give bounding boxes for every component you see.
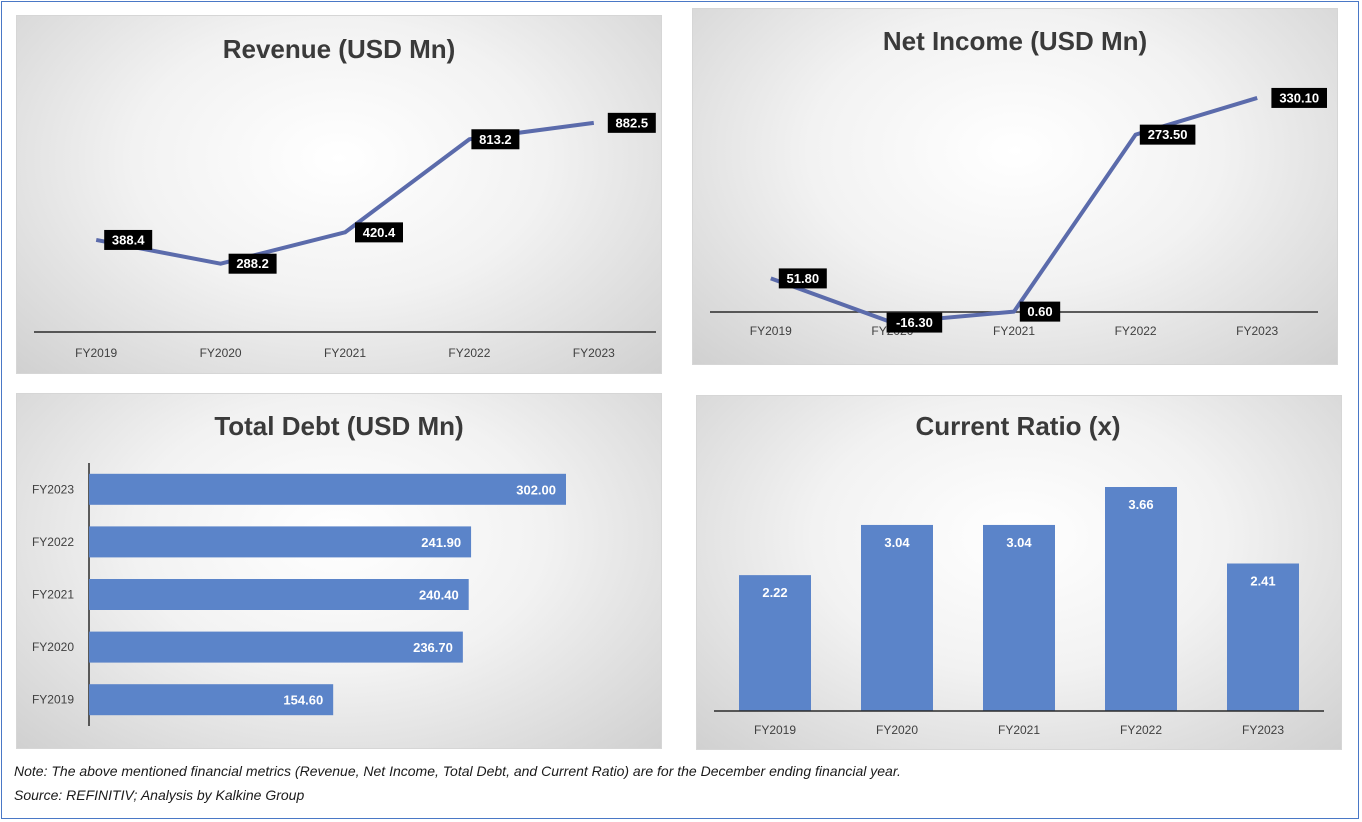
data-label-bg <box>104 229 153 250</box>
chart-title: Revenue (USD Mn) <box>223 34 456 64</box>
current-ratio-chart-panel: Current Ratio (x) 2.22 FY2019 3.04 FY2020 3.0… <box>696 395 1342 750</box>
bar-value-label: 3.66 <box>1128 497 1153 512</box>
y-tick-label: FY2019 <box>32 693 74 707</box>
x-tick-label: FY2023 <box>1236 324 1278 338</box>
data-label: 330.10 <box>1279 90 1319 105</box>
data-label: 0.60 <box>1027 304 1052 319</box>
chart-title: Current Ratio (x) <box>915 411 1120 441</box>
x-tick-label: FY2020 <box>876 723 918 737</box>
data-label-bg <box>355 222 403 243</box>
chart-title: Total Debt (USD Mn) <box>214 411 463 441</box>
debt-bar <box>89 473 566 505</box>
data-label-bg <box>607 112 656 133</box>
ratio-bar <box>983 524 1055 711</box>
chart-title: Net Income (USD Mn) <box>883 26 1147 56</box>
revenue-chart: Revenue (USD Mn) FY2019 FY2020 FY2021 FY2022… <box>34 34 656 360</box>
ratio-bar <box>1227 563 1299 711</box>
debt-bar <box>89 631 463 663</box>
y-tick-label: FY2023 <box>32 482 74 496</box>
bar-value-label: 241.90 <box>421 535 461 550</box>
footnote: Note: The above mentioned financial metr… <box>14 763 901 779</box>
current-ratio-chart: Current Ratio (x) 2.22 FY2019 3.04 FY2020 3.0… <box>714 411 1324 737</box>
bar-value-label: 2.22 <box>762 585 787 600</box>
x-tick-label: FY2019 <box>75 346 117 360</box>
data-label-bg <box>1139 124 1196 145</box>
net-income-chart-panel: Net Income (USD Mn)FY2019FY2020FY2021FY2… <box>692 8 1338 365</box>
bar-value-label: 3.04 <box>884 535 910 550</box>
data-label-bg <box>1019 301 1061 322</box>
data-label-bg <box>228 253 277 274</box>
debt-bar <box>89 526 472 558</box>
y-tick-label: FY2022 <box>32 535 74 549</box>
x-tick-label: FY2022 <box>448 346 490 360</box>
data-label: 288.2 <box>236 256 269 271</box>
data-label-bg <box>886 312 943 333</box>
data-label: 273.50 <box>1148 127 1188 142</box>
x-tick-label: FY2020 <box>200 346 242 360</box>
ratio-bar <box>1105 487 1177 711</box>
bar-value-label: 236.70 <box>413 640 453 655</box>
bar-value-label: 240.40 <box>419 588 459 603</box>
data-label-bg <box>778 268 827 289</box>
data-label: 420.4 <box>363 225 396 240</box>
data-label: -16.30 <box>896 315 933 330</box>
x-tick-label: FY2021 <box>998 723 1040 737</box>
debt-bar <box>89 684 334 716</box>
x-tick-label: FY2021 <box>993 324 1035 338</box>
x-tick-label: FY2019 <box>750 324 792 338</box>
ratio-bar <box>739 575 811 711</box>
y-tick-label: FY2021 <box>32 588 74 602</box>
data-label: 882.5 <box>616 115 649 130</box>
data-label-bg <box>1271 87 1327 108</box>
debt-bar <box>89 579 469 610</box>
x-tick-label: FY2023 <box>1242 723 1284 737</box>
net-income-series-line <box>770 96 1258 325</box>
revenue-chart-panel: Revenue (USD Mn) FY2019 FY2020 FY2021 FY2022… <box>16 15 662 374</box>
ratio-bar <box>861 524 933 711</box>
bar-value-label: 302.00 <box>516 482 556 497</box>
bar-value-label: 2.41 <box>1250 574 1275 589</box>
data-label: 813.2 <box>479 132 512 147</box>
bar-value-label: 3.04 <box>1006 535 1032 550</box>
total-debt-chart: Total Debt (USD Mn) 302.00 FY2023 241.90 FY2… <box>32 411 566 726</box>
x-tick-label: FY2022 <box>1120 723 1162 737</box>
bar-value-label: 154.60 <box>283 693 323 708</box>
data-label: 388.4 <box>112 232 145 247</box>
source-note: Source: REFINITIV; Analysis by Kalkine G… <box>14 787 305 803</box>
x-tick-label: FY2023 <box>573 346 615 360</box>
x-tick-label: FY2022 <box>1115 324 1157 338</box>
data-label-bg <box>471 129 520 150</box>
y-tick-label: FY2020 <box>32 640 74 654</box>
total-debt-chart-panel: Total Debt (USD Mn) 302.00 FY2023 241.90 FY2… <box>16 393 662 749</box>
x-tick-label: FY2019 <box>754 723 796 737</box>
net-income-chart: Net Income (USD Mn)FY2019FY2020FY2021FY2… <box>710 26 1327 338</box>
data-label: 51.80 <box>787 271 820 286</box>
x-tick-label: FY2021 <box>324 346 366 360</box>
